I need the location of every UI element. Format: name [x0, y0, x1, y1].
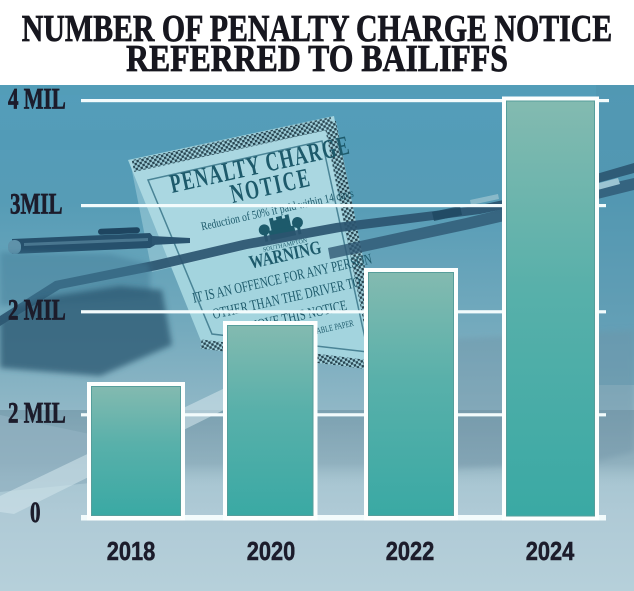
- svg-text:2020: 2020: [247, 537, 296, 566]
- svg-text:3MIL: 3MIL: [10, 187, 62, 221]
- svg-text:2 MIL: 2 MIL: [8, 396, 66, 430]
- svg-text:REFERRED TO BAILIFFS: REFERRED TO BAILIFFS: [126, 37, 508, 79]
- svg-text:0: 0: [30, 495, 40, 529]
- svg-text:2 MIL: 2 MIL: [8, 293, 66, 327]
- svg-text:2022: 2022: [386, 537, 435, 566]
- svg-text:2018: 2018: [107, 537, 156, 566]
- svg-text:4 MIL: 4 MIL: [8, 82, 66, 116]
- svg-text:2024: 2024: [526, 537, 575, 566]
- svg-text:NUMBER OF PENALTY CHARGE NOTIC: NUMBER OF PENALTY CHARGE NOTICE: [22, 9, 612, 50]
